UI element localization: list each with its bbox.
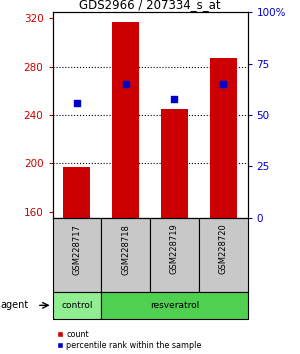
Bar: [210, 58, 236, 218]
Bar: [112, 22, 139, 218]
Legend: count, percentile rank within the sample: count, percentile rank within the sample: [56, 330, 202, 350]
Bar: [199, 218, 248, 292]
Text: GSM228720: GSM228720: [219, 224, 228, 274]
Text: GSM228718: GSM228718: [121, 224, 130, 275]
Text: GSM228719: GSM228719: [170, 224, 179, 274]
Text: agent: agent: [1, 300, 29, 310]
Bar: [150, 218, 199, 292]
Text: GSM228717: GSM228717: [72, 224, 81, 275]
Point: [172, 96, 177, 102]
Bar: [101, 218, 150, 292]
Point: [221, 81, 226, 87]
Point: [123, 81, 128, 87]
Bar: [52, 218, 101, 292]
Text: resveratrol: resveratrol: [150, 301, 199, 310]
Bar: [52, 292, 101, 319]
Bar: [101, 292, 247, 319]
Bar: [161, 109, 188, 218]
Title: GDS2966 / 207334_s_at: GDS2966 / 207334_s_at: [79, 0, 221, 11]
Text: control: control: [61, 301, 93, 310]
Bar: [64, 167, 90, 218]
Point: [74, 100, 79, 105]
